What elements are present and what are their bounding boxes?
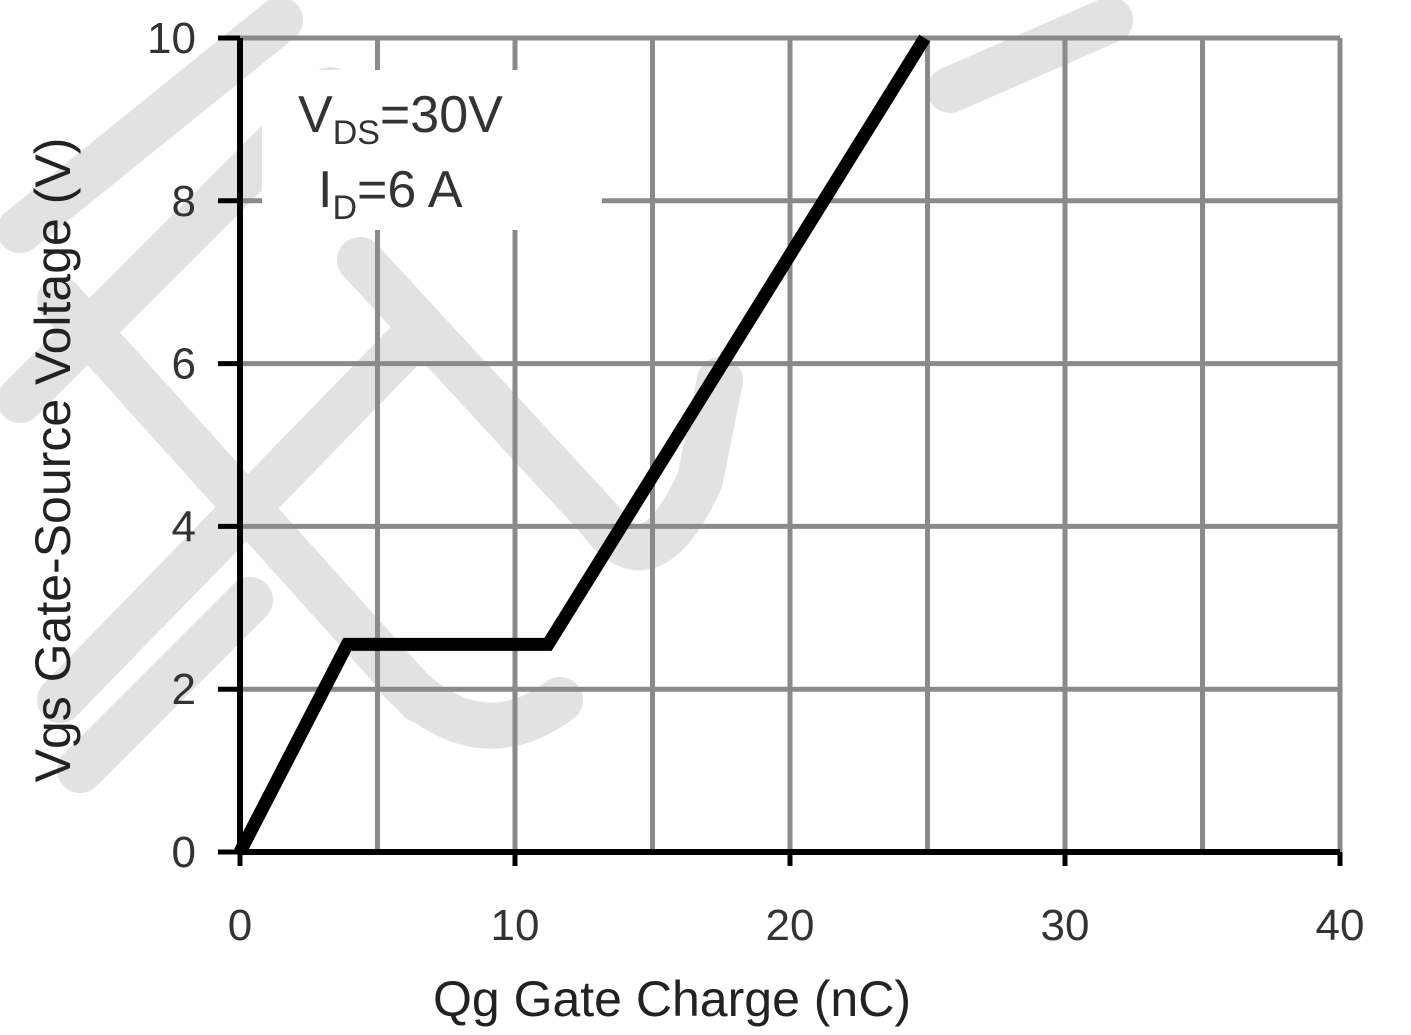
grid-lines (240, 35, 1343, 852)
annotation-id: ID=6 A (318, 161, 463, 227)
annotation-subscript: DS (333, 114, 380, 152)
y-tick-label: 8 (172, 177, 196, 226)
x-tick-label: 0 (228, 901, 252, 950)
x-tick-label: 40 (1316, 901, 1365, 950)
x-tick-label: 20 (766, 901, 815, 950)
annotation-subscript: D (332, 189, 357, 227)
axes (218, 35, 1343, 866)
x-tick-label: 10 (491, 901, 540, 950)
annotation-vds: VDS=30V (298, 86, 503, 152)
y-tick-label: 10 (147, 14, 196, 63)
x-axis-title: Qg Gate Charge (nC) (433, 971, 911, 1027)
annotation-background (262, 70, 602, 230)
series-line (234, 34, 931, 855)
y-axis-title: Vgs Gate-Source Voltage (V) (25, 138, 81, 783)
annotation-value: =30V (380, 86, 503, 144)
y-tick-label: 4 (172, 502, 196, 551)
y-tick-label: 6 (172, 340, 196, 389)
annotation-value: =6 A (357, 161, 463, 219)
series-layer (234, 34, 931, 855)
annotation-main: I (318, 161, 332, 219)
y-tick-label: 0 (172, 828, 196, 877)
annotation-main: V (298, 86, 333, 144)
y-tick-label: 2 (172, 665, 196, 714)
x-tick-label: 30 (1041, 901, 1090, 950)
tick-labels: 0 10 20 30 40 0 2 4 6 8 10 (147, 14, 1364, 950)
